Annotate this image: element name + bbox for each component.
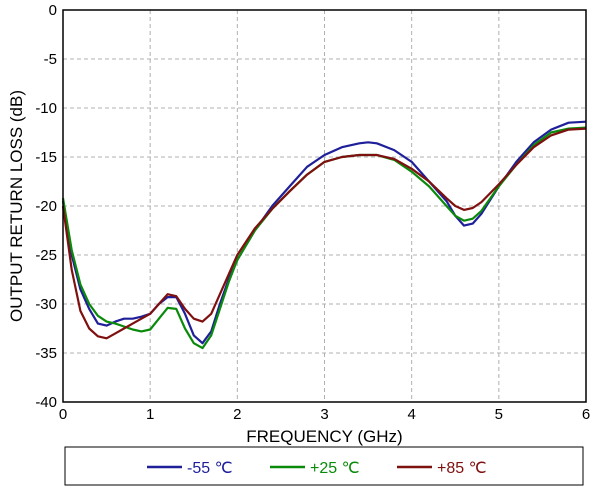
series-line-1 [61,120,587,345]
y-tick-label: -5 [44,51,57,68]
series-lines [61,120,587,350]
x-tick-label: 5 [495,406,503,423]
legend-label-2: +25 ℃ [310,460,360,477]
y-tick-labels: 0 -5 -10 -15 -20 -25 -30 -35 -40 [35,2,57,411]
y-axis-label: OUTPUT RETURN LOSS (dB) [7,90,26,322]
legend-label-1: -55 ℃ [187,460,233,477]
y-tick-label: -25 [35,247,57,264]
y-tick-label: 0 [49,2,57,19]
x-tick-label: 6 [582,406,590,423]
legend-items: -55 ℃ +25 ℃ +85 ℃ [147,460,487,477]
plot-frame [62,9,587,403]
y-tick-label: -40 [35,394,57,411]
y-tick-label: -30 [35,296,57,313]
x-tick-labels: 0 1 2 3 4 5 6 [59,406,590,423]
grid-lines [63,10,586,402]
x-tick-label: 0 [59,406,67,423]
y-tick-label: -15 [35,149,57,166]
y-tick-label: -20 [35,198,57,215]
y-tick-label: -35 [35,345,57,362]
series-line-3 [61,127,587,340]
x-axis-label: FREQUENCY (GHz) [246,427,402,446]
x-tick-label: 3 [320,406,328,423]
x-tick-label: 1 [146,406,154,423]
x-tick-label: 4 [407,406,415,423]
y-tick-label: -10 [35,100,57,117]
x-tick-label: 2 [233,406,241,423]
legend-label-3: +85 ℃ [437,460,487,477]
